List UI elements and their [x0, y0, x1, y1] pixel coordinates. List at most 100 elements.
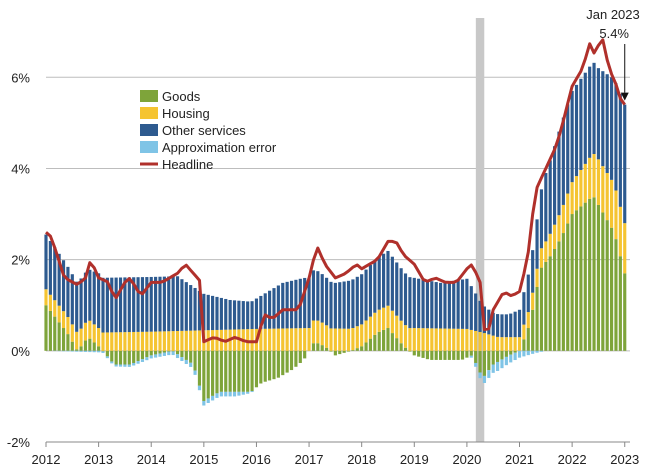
bar-housing — [333, 328, 337, 351]
bar-approx_error — [517, 350, 522, 358]
bar-housing — [412, 328, 416, 351]
bar-other_services — [610, 77, 614, 180]
bar-other_services — [311, 270, 316, 321]
bar-other_services — [268, 290, 272, 329]
legend-label-housing: Housing — [162, 106, 210, 121]
bar-housing — [294, 328, 298, 351]
bar-other_services — [386, 250, 390, 306]
bar-goods — [605, 220, 609, 351]
bar-housing — [614, 190, 618, 240]
bar-goods — [101, 350, 105, 352]
bar-goods — [197, 350, 202, 386]
bar-goods — [211, 350, 215, 396]
bar-other_services — [474, 293, 478, 331]
bar-housing — [105, 332, 109, 351]
bar-other_services — [517, 309, 522, 338]
bar-housing — [623, 223, 627, 274]
bar-goods — [588, 198, 592, 351]
bar-housing — [346, 328, 351, 351]
bar-housing — [263, 328, 267, 351]
bar-housing — [338, 328, 342, 351]
bar-housing — [478, 331, 482, 351]
bar-goods — [496, 350, 500, 362]
bar-housing — [298, 328, 302, 351]
bar-housing — [561, 204, 565, 234]
bar-goods — [460, 350, 465, 360]
bar-approx_error — [114, 364, 118, 367]
bar-housing — [285, 328, 289, 351]
bar-housing — [215, 329, 219, 351]
headline-line — [45, 38, 626, 344]
x-tick-label: 2013 — [84, 452, 113, 467]
bar-goods — [618, 256, 622, 351]
bar-other_services — [276, 285, 280, 329]
bar-goods — [276, 350, 280, 378]
bar-approx_error — [97, 350, 101, 353]
bar-housing — [425, 328, 430, 351]
bar-goods — [97, 346, 101, 351]
bar-housing — [544, 241, 548, 262]
bar-approx_error — [228, 391, 232, 397]
bar-housing — [79, 328, 83, 347]
bar-housing — [469, 329, 473, 351]
bar-other_services — [412, 277, 416, 329]
bar-approx_error — [474, 362, 478, 367]
bar-other_services — [557, 131, 561, 216]
bar-housing — [149, 331, 153, 351]
bar-other_services — [469, 286, 473, 330]
bar-goods — [351, 350, 355, 351]
x-tick-label: 2014 — [137, 452, 166, 467]
bar-other_services — [57, 253, 61, 306]
bar-housing — [132, 331, 136, 351]
bar-other_services — [390, 256, 394, 311]
bar-other_services — [614, 83, 618, 191]
bar-goods — [346, 350, 351, 352]
bar-approx_error — [219, 391, 223, 397]
bar-goods — [355, 348, 359, 351]
bar-other_services — [478, 300, 482, 332]
bar-goods — [175, 350, 180, 355]
bar-approx_error — [482, 375, 487, 383]
axes: -2% 0% 2% 4% 6% 2012 2013 2014 2015 2016 2017 2018 2… — [7, 70, 639, 467]
bar-other_services — [211, 295, 215, 331]
bar-approx_error — [123, 364, 127, 367]
bar-housing — [180, 330, 184, 351]
bar-goods — [127, 350, 131, 365]
bar-other_services — [465, 278, 469, 329]
bar-housing — [574, 176, 579, 211]
bar-other_services — [232, 300, 237, 330]
bar-housing — [175, 330, 180, 351]
bar-other_services — [246, 301, 250, 330]
bar-approx_error — [478, 372, 482, 379]
bar-housing — [522, 324, 526, 340]
bar-other_services — [623, 104, 627, 224]
bar-goods — [439, 350, 443, 360]
bar-approx_error — [145, 357, 149, 361]
bar-goods — [145, 350, 149, 358]
bar-approx_error — [202, 400, 206, 406]
bar-goods — [566, 223, 570, 351]
bar-other_services — [219, 297, 223, 330]
bar-housing — [430, 328, 434, 351]
bar-approx_error — [522, 350, 526, 357]
stacked-bars — [44, 62, 627, 406]
bar-housing — [474, 330, 478, 351]
bar-housing — [596, 159, 601, 205]
bar-housing — [276, 328, 280, 351]
bar-housing — [421, 328, 425, 351]
bar-other_services — [408, 277, 412, 329]
bar-housing — [325, 325, 329, 348]
bar-housing — [167, 331, 171, 351]
bar-housing — [97, 328, 101, 347]
bar-housing — [531, 292, 535, 310]
bar-goods — [579, 206, 583, 351]
bar-housing — [83, 322, 88, 341]
bar-approx_error — [154, 354, 158, 358]
bar-housing — [307, 328, 311, 351]
bar-approx_error — [491, 364, 495, 373]
bar-housing — [197, 330, 202, 351]
bar-goods — [535, 286, 539, 351]
bar-other_services — [189, 285, 193, 331]
bar-goods — [254, 350, 259, 388]
bar-goods — [377, 331, 381, 351]
